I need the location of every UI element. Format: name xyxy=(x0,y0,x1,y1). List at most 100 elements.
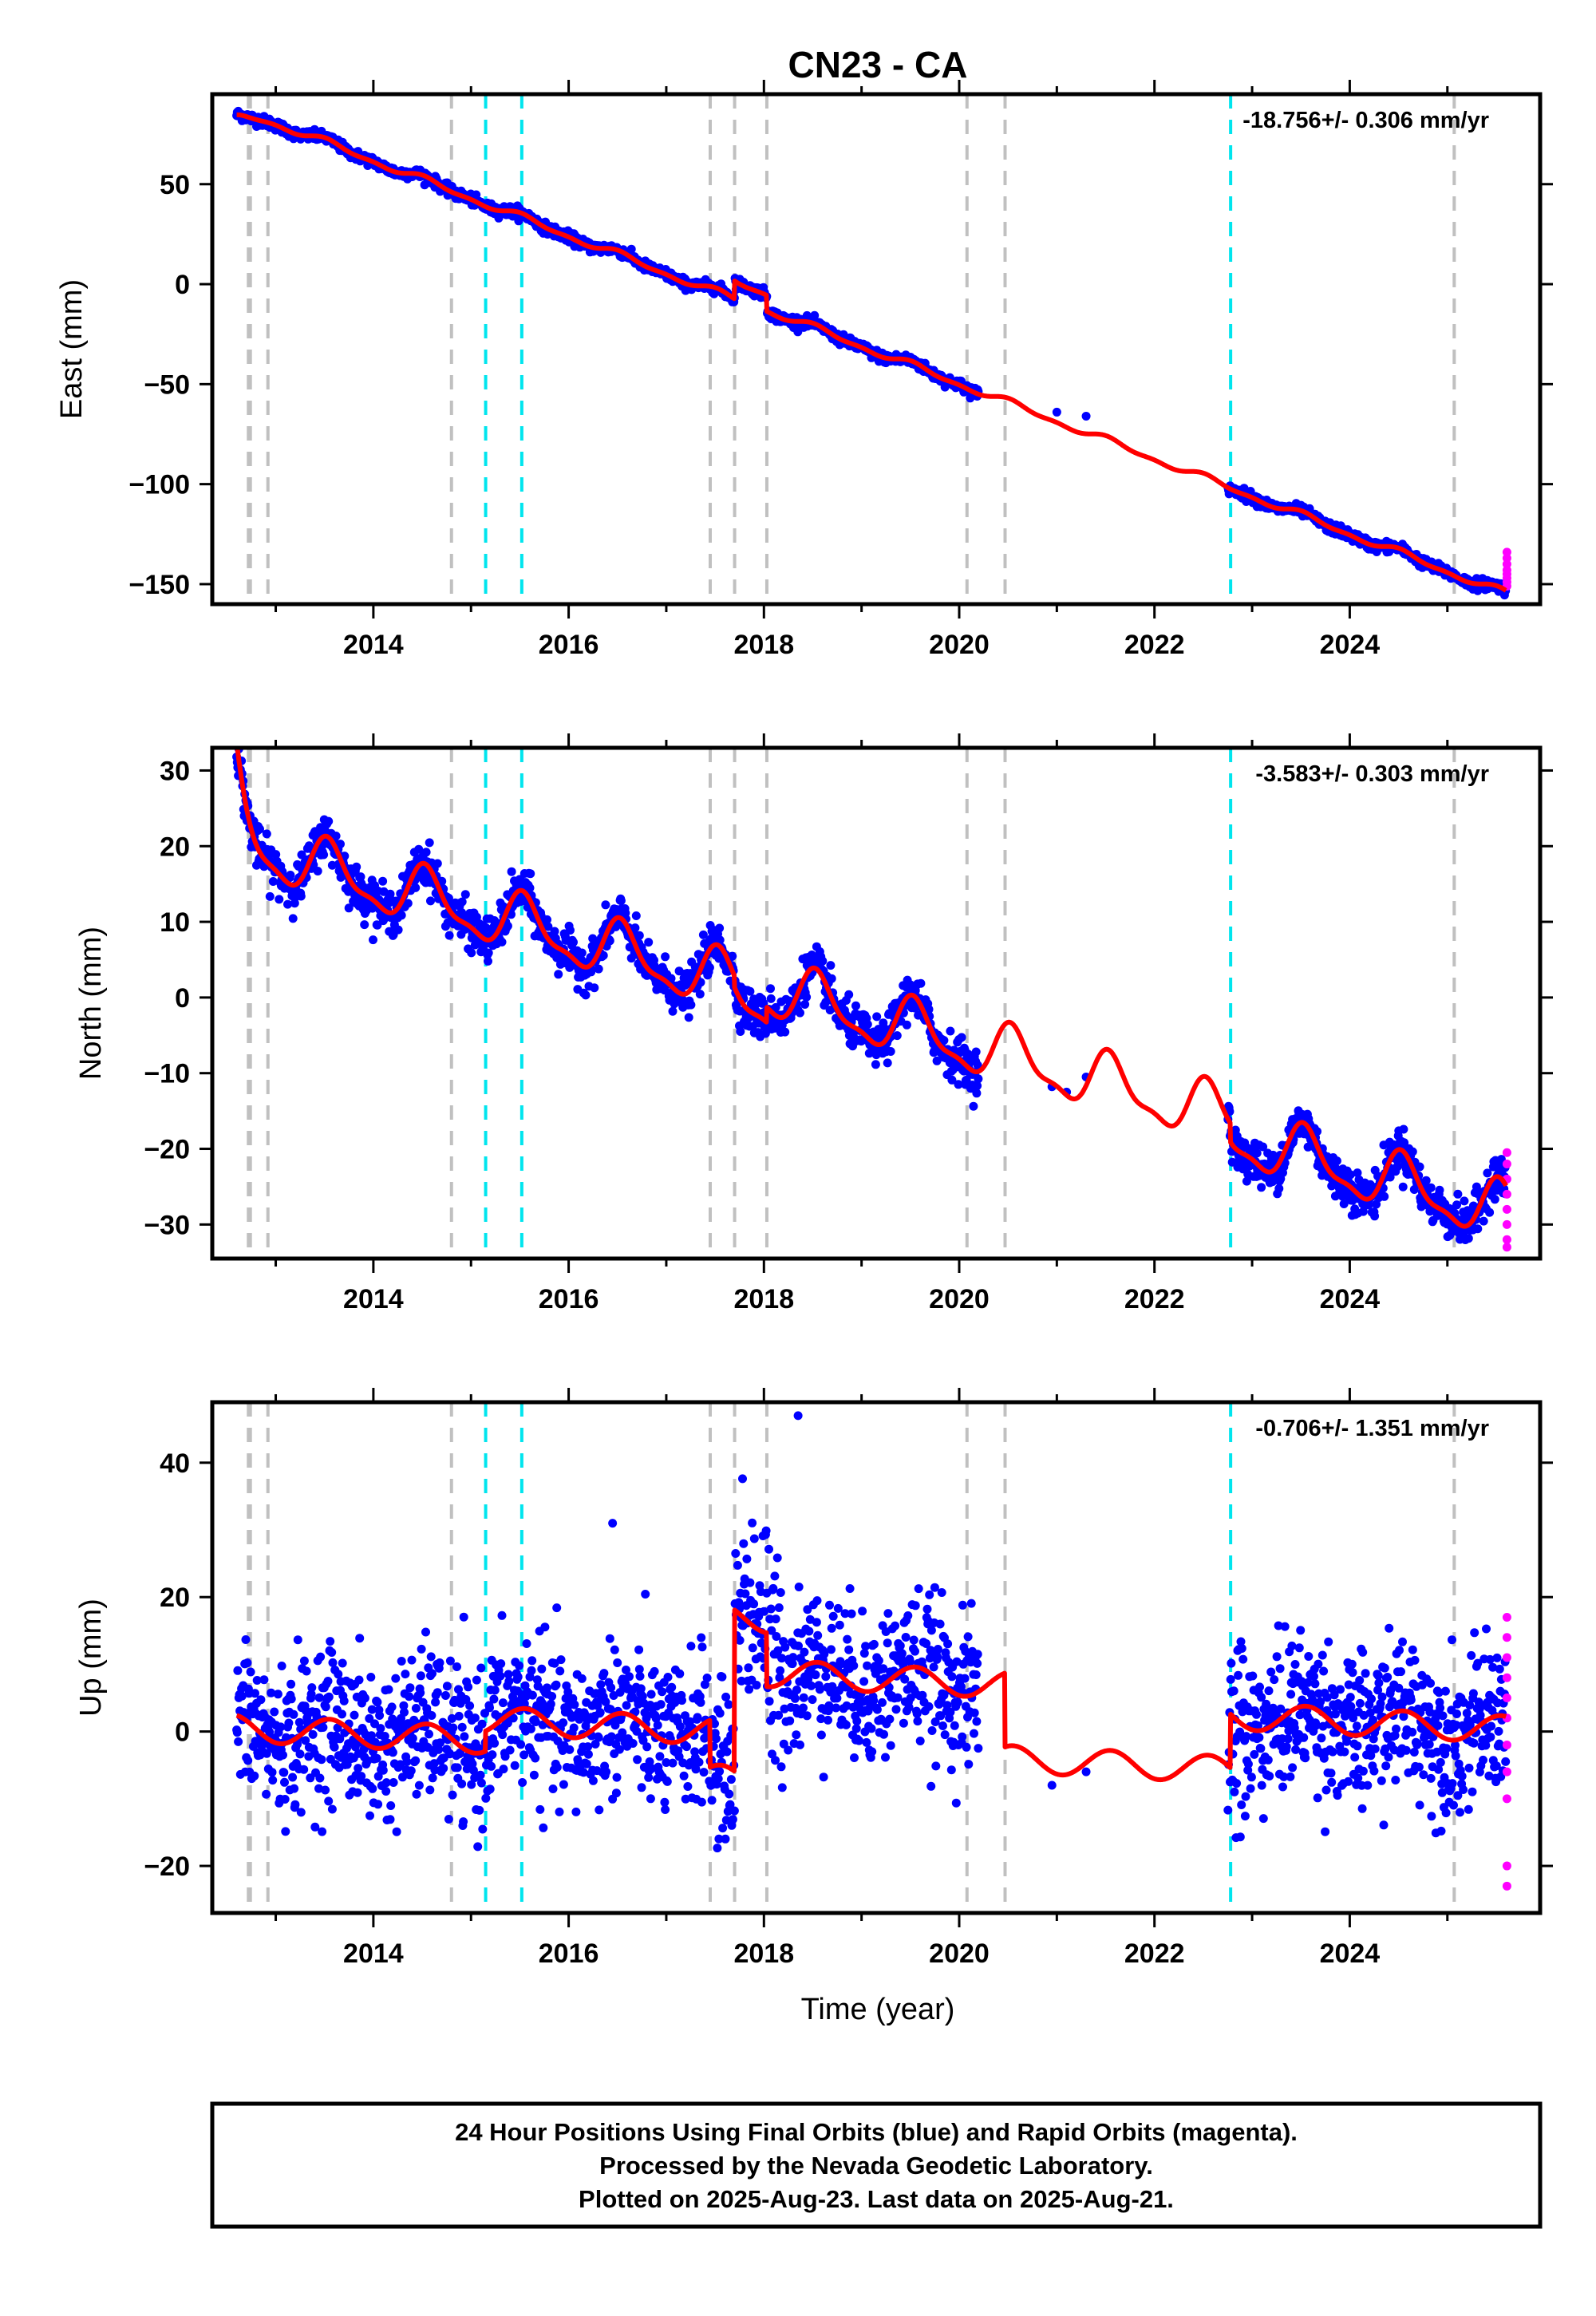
up-point xyxy=(473,1842,483,1852)
up-point xyxy=(293,1635,302,1645)
up-point xyxy=(499,1765,508,1774)
up-point xyxy=(302,1666,311,1676)
north-point xyxy=(1460,1196,1469,1206)
up-point xyxy=(457,1779,467,1788)
up-point xyxy=(407,1655,417,1665)
north-point xyxy=(503,921,512,931)
up-point xyxy=(744,1663,753,1673)
up-point xyxy=(551,1680,561,1690)
up-point xyxy=(726,1775,736,1784)
up-point xyxy=(768,1583,778,1593)
up-point xyxy=(381,1787,391,1796)
north-point xyxy=(581,990,591,1000)
north-point xyxy=(1452,1200,1461,1210)
up-point xyxy=(713,1844,722,1853)
up-point xyxy=(595,1708,605,1717)
east-x-tick-label: 2024 xyxy=(1320,630,1381,660)
up-point xyxy=(490,1738,500,1748)
up-point xyxy=(636,1684,646,1694)
up-point xyxy=(339,1696,349,1705)
up-point xyxy=(555,1807,564,1816)
north-point xyxy=(695,990,705,999)
up-point xyxy=(289,1709,298,1719)
up-point xyxy=(529,1770,539,1780)
north-point xyxy=(826,961,836,970)
up-point xyxy=(628,1739,638,1748)
up-point xyxy=(749,1534,759,1543)
up-point xyxy=(277,1662,286,1670)
up-point xyxy=(739,1539,749,1548)
up-point xyxy=(296,1808,306,1817)
up-point xyxy=(559,1718,568,1728)
up-point xyxy=(725,1789,734,1799)
up-point xyxy=(465,1701,475,1710)
north-x-tick-label: 2020 xyxy=(929,1284,990,1314)
up-point xyxy=(742,1554,752,1563)
up-point xyxy=(323,1677,333,1686)
north-point xyxy=(1479,1216,1488,1226)
east-point xyxy=(1052,407,1061,417)
north-point xyxy=(262,829,271,839)
up-point xyxy=(642,1742,652,1752)
up-point xyxy=(476,1778,486,1788)
up-point xyxy=(682,1742,691,1752)
north-point xyxy=(433,859,442,868)
up-point xyxy=(733,1560,742,1570)
up-point xyxy=(675,1669,685,1678)
north-point xyxy=(971,1047,981,1057)
up-point xyxy=(552,1763,562,1772)
north-point xyxy=(265,891,275,901)
north-x-tick-label: 2018 xyxy=(733,1284,794,1314)
up-point xyxy=(433,1688,442,1697)
east-x-tick-label: 2014 xyxy=(343,630,404,660)
up-point xyxy=(280,1777,289,1787)
up-point xyxy=(273,1690,282,1699)
up-point xyxy=(401,1670,410,1679)
east-y-tick-label: −100 xyxy=(128,470,190,500)
north-point xyxy=(360,920,369,930)
up-point xyxy=(776,1588,785,1597)
up-point xyxy=(712,1734,721,1744)
up-point xyxy=(724,1700,733,1709)
up-point xyxy=(475,1805,484,1815)
up-point xyxy=(764,1697,774,1706)
up-point xyxy=(246,1667,255,1677)
up-point xyxy=(749,1599,759,1609)
up-point xyxy=(354,1764,363,1773)
up-point xyxy=(527,1666,536,1675)
up-point xyxy=(464,1682,473,1692)
up-point xyxy=(470,1713,480,1723)
north-x-tick-label: 2016 xyxy=(539,1284,599,1314)
up-point xyxy=(360,1694,369,1703)
up-point xyxy=(622,1701,631,1710)
up-point xyxy=(729,1806,739,1816)
up-point xyxy=(679,1771,689,1780)
up-point xyxy=(459,1612,468,1622)
up-point xyxy=(748,1518,757,1528)
up-point xyxy=(531,1753,540,1763)
up-point xyxy=(634,1645,644,1654)
north-point xyxy=(766,984,775,994)
up-point xyxy=(425,1785,435,1795)
north-y-axis-label: North (mm) xyxy=(74,927,108,1080)
north-point xyxy=(426,896,435,906)
up-point xyxy=(570,1700,579,1709)
up-point xyxy=(776,1666,785,1675)
north-point xyxy=(745,986,755,996)
north-point xyxy=(1426,1183,1436,1192)
north-rapid-point xyxy=(1502,1235,1511,1244)
up-point xyxy=(668,1758,678,1768)
north-y-tick-label: −20 xyxy=(144,1135,190,1165)
up-point xyxy=(435,1658,444,1667)
up-point xyxy=(527,1690,537,1700)
up-point xyxy=(485,1784,495,1794)
north-point xyxy=(630,923,640,933)
up-point xyxy=(412,1789,421,1799)
north-point xyxy=(467,948,476,958)
east-y-tick-label: 0 xyxy=(175,270,190,300)
up-point xyxy=(476,1770,485,1780)
up-point xyxy=(745,1685,754,1694)
up-point xyxy=(373,1697,382,1707)
up-point xyxy=(611,1788,621,1798)
